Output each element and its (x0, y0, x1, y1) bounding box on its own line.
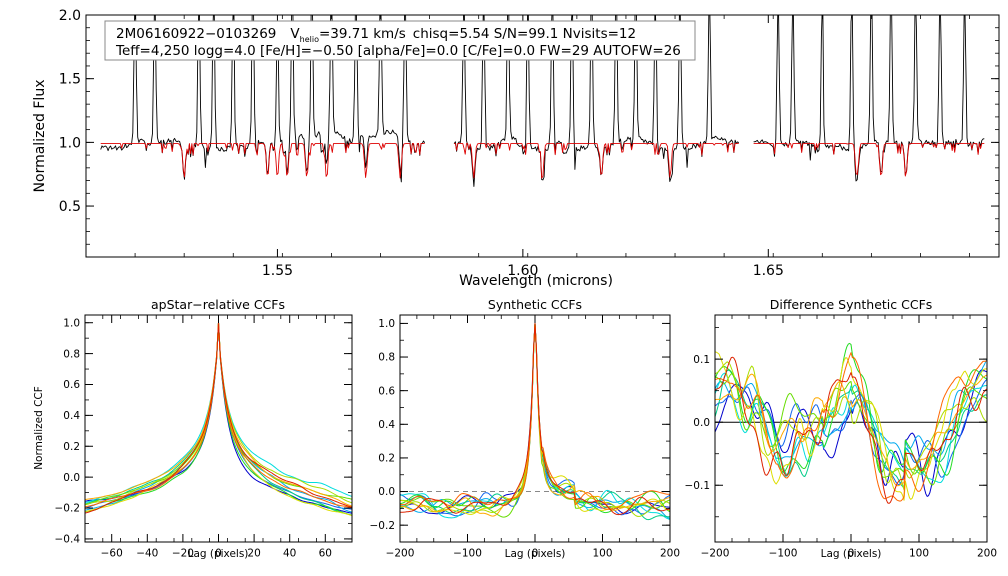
difference-ccf-ytick-label: 0.0 (693, 417, 710, 429)
apstar-ccf-xtick-label: −20 (172, 548, 194, 560)
spectrum-xtick-label: 1.65 (753, 263, 784, 279)
spectrum-ytick-label: 0.5 (59, 199, 81, 215)
difference-ccf-xtick-label: 100 (909, 548, 929, 560)
synthetic-ccf-xtick-label: 0 (532, 548, 539, 560)
apstar-ccf-ytick-label: 1.0 (63, 317, 80, 329)
spectrum-info-box: 2M06160922−0103269 Vhelio=39.71 km/s chisq… (104, 20, 696, 61)
apstar-ccf-panel: apStar−relative CCFs −60 −40 −20 0 20 40 60 −0.… (33, 297, 353, 560)
apstar-ccf-xtick-label: 20 (247, 548, 260, 560)
observed-spectrum-line (453, 15, 740, 187)
spectrum-ylabel: Normalized Flux (32, 80, 48, 193)
synthetic-ccf-series-line (400, 322, 670, 516)
apstar-ccf-ytick-label: 0.0 (63, 472, 80, 484)
difference-ccf-series-line (715, 356, 987, 504)
synthetic-ccf-xtick-label: −200 (386, 548, 415, 560)
spectrum-lines (100, 15, 985, 187)
synthetic-ccf-ytick-label: 0.4 (378, 419, 395, 431)
synthetic-ccf-title: Synthetic CCFs (488, 297, 582, 312)
spectrum-axes-frame (85, 14, 1000, 258)
difference-ccf-plot-area (715, 342, 987, 504)
spectrum-ytick-label: 1.0 (59, 135, 81, 151)
info-line-2: Teff=4,250 logg=4.0 [Fe/H]=−0.50 [alpha/… (115, 43, 681, 59)
synthetic-ccf-ytick-label: −0.2 (370, 520, 396, 532)
spectrum-xtick-label: 1.55 (262, 263, 293, 279)
observed-spectrum-line (100, 15, 426, 183)
difference-ccf-panel: Difference Synthetic CCFs −200 −100 0 100 20… (685, 297, 998, 560)
apstar-ccf-ytick-label: 0.8 (63, 348, 80, 360)
info-box-frame (104, 20, 696, 61)
vhelio-value: =39.71 km/s (319, 26, 406, 42)
difference-ccf-ytick-label: −0.1 (685, 480, 711, 492)
synthetic-ccf-xtick-label: −100 (453, 548, 482, 560)
spectrum-ytick-label: 2.0 (59, 8, 81, 24)
apstar-ccf-ytick-label: 0.2 (63, 441, 80, 453)
apstar-ccf-xtick-label: 40 (283, 548, 296, 560)
synthetic-ccf-ticks: −200 −100 0 100 200 −0.2 0.0 0.2 0.4 0.6 0.8 1.0 (370, 315, 680, 560)
apstar-ccf-xtick-label: −40 (136, 548, 158, 560)
apstar-ccf-ytick-label: 0.4 (63, 410, 80, 422)
observed-spectrum-line (753, 15, 985, 182)
difference-ccf-series-line (715, 361, 987, 491)
synthetic-ccf-xlabel: Lag (pixels) (505, 548, 566, 560)
synthetic-ccf-series (400, 322, 670, 521)
spectrum-xlabel: Wavelength (microns) (459, 273, 613, 289)
apstar-ccf-ytick-label: −0.2 (55, 503, 81, 515)
difference-ccf-ytick-label: 0.1 (693, 354, 710, 366)
synthetic-ccf-ytick-label: 0.6 (378, 385, 395, 397)
spectrum-xtick-label: 1.60 (507, 263, 538, 279)
difference-ccf-series-line (715, 372, 987, 483)
fit-stats: chisq=5.54 S/N=99.1 Nvisits=12 (413, 26, 636, 42)
apstar-ccf-ylabel: Normalized CCF (33, 386, 45, 470)
difference-ccf-xtick-label: 200 (977, 548, 997, 560)
model-spectrum-line (100, 143, 425, 179)
difference-ccf-series-line (715, 358, 987, 463)
model-spectrum-line (454, 143, 739, 179)
difference-ccf-ticks: −200 −100 0 100 200 −0.1 0.0 0.1 (685, 315, 997, 560)
synthetic-ccf-panel: Synthetic CCFs −200 −100 0 100 200 −0.2 0.0 0.2… (370, 297, 681, 560)
apstar-ccf-ticks: −60 −40 −20 0 20 40 60 −0.4 −0.2 0.0 0.2 0.4 0.6 0.8 1… (55, 315, 353, 560)
apstar-ccf-ytick-label: −0.4 (55, 534, 81, 546)
difference-ccf-xtick-label: −200 (701, 548, 730, 560)
difference-ccf-series-line (715, 352, 987, 502)
spectrum-plot-area (100, 15, 985, 187)
apstar-ccf-xlabel: Lag (pixels) (188, 548, 249, 560)
synthetic-ccf-ytick-label: 1.0 (378, 318, 395, 330)
vhelio-prefix: V (290, 26, 300, 42)
vhelio-subscript: helio (300, 35, 319, 44)
apstar-ccf-xtick-label: 0 (215, 548, 222, 560)
star-id: 2M06160922−0103269 (116, 26, 276, 42)
info-line-1: 2M06160922−0103269 Vhelio=39.71 km/s chisq… (116, 26, 636, 44)
apstar-ccf-xtick-label: 60 (319, 548, 332, 560)
difference-ccf-series-line (715, 351, 987, 501)
difference-ccf-xlabel: Lag (pixels) (821, 548, 882, 560)
synthetic-ccf-xtick-label: 200 (660, 548, 680, 560)
difference-ccf-series (715, 342, 987, 504)
synthetic-ccf-ytick-label: 0.0 (378, 486, 395, 498)
synthetic-ccf-ytick-label: 0.2 (378, 453, 395, 465)
synthetic-ccf-xtick-label: 100 (592, 548, 612, 560)
difference-ccf-xtick-label: −100 (769, 548, 798, 560)
spectrum-panel: 1.55 1.60 1.65 0.5 1.0 1.5 2.0 Wavelength (mic… (32, 8, 1000, 289)
apstar-ccf-ytick-label: 0.6 (63, 379, 80, 391)
apstar-ccf-xtick-label: −60 (101, 548, 123, 560)
difference-ccf-title: Difference Synthetic CCFs (770, 297, 933, 312)
spectrum-ytick-label: 1.5 (59, 72, 81, 88)
difference-ccf-series-line (715, 342, 987, 476)
difference-ccf-xtick-label: 0 (848, 548, 855, 560)
model-spectrum-line (753, 143, 985, 177)
apstar-ccf-title: apStar−relative CCFs (151, 297, 285, 312)
spectrum-ticks: 1.55 1.60 1.65 0.5 1.0 1.5 2.0 (59, 8, 999, 279)
synthetic-ccf-plot-area (400, 322, 670, 521)
synthetic-ccf-ytick-label: 0.8 (378, 352, 395, 364)
